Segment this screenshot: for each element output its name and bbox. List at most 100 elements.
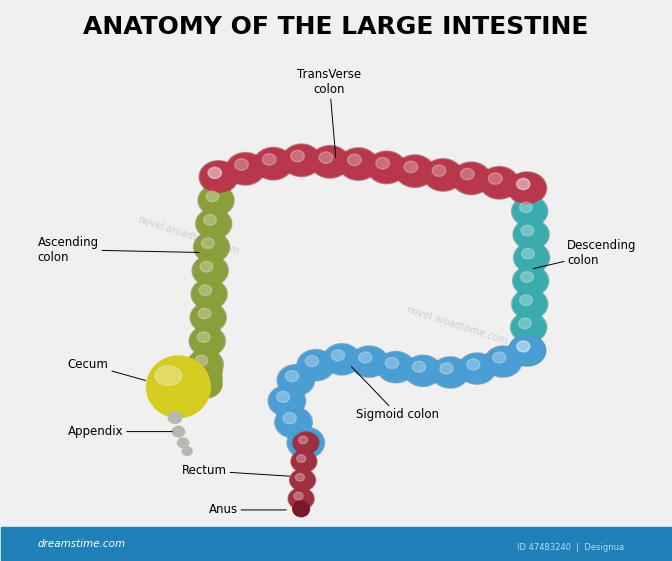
Circle shape xyxy=(513,242,550,273)
Circle shape xyxy=(489,173,502,185)
Circle shape xyxy=(192,255,228,286)
Circle shape xyxy=(521,225,534,236)
Circle shape xyxy=(235,159,249,171)
Text: Descending
colon: Descending colon xyxy=(533,238,637,269)
Circle shape xyxy=(481,168,517,198)
Circle shape xyxy=(519,295,532,306)
Text: ANATOMY OF THE LARGE INTESTINE: ANATOMY OF THE LARGE INTESTINE xyxy=(83,15,589,39)
Circle shape xyxy=(319,152,333,163)
Circle shape xyxy=(277,365,314,396)
Circle shape xyxy=(519,202,532,213)
Circle shape xyxy=(177,438,189,448)
Circle shape xyxy=(192,304,225,332)
Ellipse shape xyxy=(146,356,210,417)
Text: Rectum: Rectum xyxy=(181,465,290,477)
Circle shape xyxy=(515,243,548,272)
Circle shape xyxy=(359,352,372,363)
Circle shape xyxy=(289,489,313,509)
Circle shape xyxy=(286,371,298,381)
Circle shape xyxy=(296,455,306,462)
Circle shape xyxy=(404,355,442,387)
Circle shape xyxy=(305,356,319,367)
Circle shape xyxy=(460,354,495,383)
Circle shape xyxy=(323,344,361,375)
Circle shape xyxy=(282,144,321,177)
Circle shape xyxy=(507,172,547,204)
Circle shape xyxy=(340,149,376,179)
Circle shape xyxy=(172,426,185,437)
Circle shape xyxy=(287,427,325,458)
Circle shape xyxy=(351,347,386,376)
Circle shape xyxy=(200,162,237,192)
Circle shape xyxy=(509,173,545,203)
Circle shape xyxy=(512,313,546,341)
Circle shape xyxy=(200,186,233,214)
Circle shape xyxy=(378,352,413,381)
Circle shape xyxy=(405,356,440,385)
Circle shape xyxy=(190,326,225,356)
Circle shape xyxy=(187,350,223,380)
Circle shape xyxy=(284,145,320,176)
Text: Appendix: Appendix xyxy=(68,425,172,438)
Circle shape xyxy=(514,267,548,295)
Circle shape xyxy=(226,153,265,185)
Circle shape xyxy=(385,357,398,369)
Circle shape xyxy=(276,392,290,402)
Circle shape xyxy=(453,163,489,194)
Circle shape xyxy=(331,350,345,361)
Text: Anus: Anus xyxy=(208,503,286,517)
Circle shape xyxy=(513,290,546,318)
Circle shape xyxy=(169,412,181,423)
Circle shape xyxy=(191,327,224,355)
Circle shape xyxy=(208,167,222,178)
Circle shape xyxy=(347,154,362,165)
Circle shape xyxy=(196,209,232,239)
Circle shape xyxy=(227,154,263,184)
Text: novel.aroadtome.com: novel.aroadtome.com xyxy=(136,214,241,257)
Circle shape xyxy=(510,337,544,365)
Circle shape xyxy=(368,152,405,182)
Circle shape xyxy=(190,302,226,333)
Circle shape xyxy=(199,160,238,194)
Circle shape xyxy=(466,359,480,370)
Circle shape xyxy=(513,197,546,226)
Circle shape xyxy=(288,428,323,457)
Circle shape xyxy=(413,361,425,373)
Circle shape xyxy=(511,196,548,227)
Circle shape xyxy=(194,256,227,284)
Circle shape xyxy=(480,167,519,199)
Circle shape xyxy=(293,432,319,454)
Circle shape xyxy=(294,492,303,500)
Circle shape xyxy=(275,407,312,438)
Circle shape xyxy=(197,332,210,342)
Circle shape xyxy=(433,358,468,387)
Circle shape xyxy=(298,351,333,380)
Circle shape xyxy=(188,351,222,379)
Text: TransVerse
colon: TransVerse colon xyxy=(297,68,362,158)
Circle shape xyxy=(200,261,213,272)
Circle shape xyxy=(509,173,545,203)
Circle shape xyxy=(268,385,306,417)
Circle shape xyxy=(198,309,211,319)
Circle shape xyxy=(519,318,532,329)
Circle shape xyxy=(511,312,547,342)
Circle shape xyxy=(513,266,549,296)
Circle shape xyxy=(283,413,296,424)
Circle shape xyxy=(278,366,313,395)
Circle shape xyxy=(460,168,474,180)
Circle shape xyxy=(517,341,530,352)
Circle shape xyxy=(296,473,304,481)
Circle shape xyxy=(312,147,348,177)
Circle shape xyxy=(269,387,304,416)
Ellipse shape xyxy=(155,366,181,385)
Text: novel.aroadtome.com: novel.aroadtome.com xyxy=(405,304,509,347)
Circle shape xyxy=(208,168,221,178)
Circle shape xyxy=(431,357,469,388)
Circle shape xyxy=(485,346,522,378)
Circle shape xyxy=(513,219,549,250)
Circle shape xyxy=(367,151,406,184)
Circle shape xyxy=(202,163,235,191)
Circle shape xyxy=(452,162,491,195)
Circle shape xyxy=(188,351,222,379)
Circle shape xyxy=(291,450,317,472)
